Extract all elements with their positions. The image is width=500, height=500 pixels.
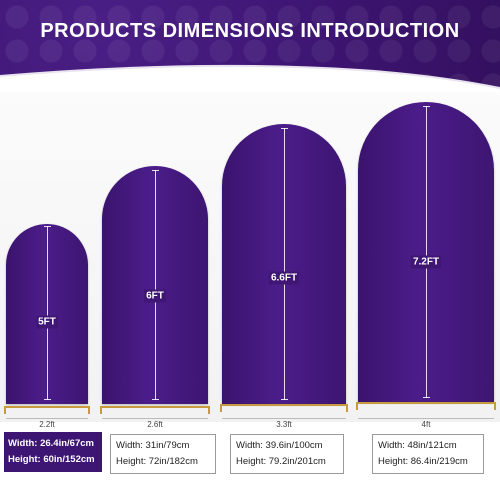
spec-width-1: Width: 26.4in/67cm (8, 438, 94, 449)
spec-width-4: Width: 48in/121cm (378, 440, 457, 451)
height-label-1: 5FT (36, 315, 58, 329)
spec-height-2: Height: 72in/182cm (116, 456, 198, 467)
width-dimension-line-2 (102, 418, 208, 419)
width-dimension-line-4 (358, 418, 494, 419)
spec-box-2: Width: 31in/79cm Height: 72in/182cm (110, 434, 216, 474)
spec-height-3: Height: 79.2in/201cm (236, 456, 326, 467)
stand-frame-4 (356, 402, 496, 410)
spec-width-3: Width: 39.6in/100cm (236, 440, 323, 451)
width-dimension-line-1 (6, 418, 88, 419)
stand-frame-3 (220, 404, 348, 412)
height-dimension-line-2 (152, 170, 159, 400)
spec-box-3: Width: 39.6in/100cm Height: 79.2in/201cm (230, 434, 344, 474)
width-label-1: 2.2ft (39, 420, 55, 429)
height-dimension-line-1 (44, 226, 51, 400)
height-label-4: 7.2FT (410, 255, 442, 269)
spec-height-4: Height: 86.4in/219cm (378, 456, 468, 467)
spec-box-1: Width: 26.4in/67cm Height: 60in/152cm (4, 432, 102, 472)
height-label-3: 6.6FT (268, 271, 300, 285)
height-label-2: 6FT (144, 289, 166, 303)
spec-width-2: Width: 31in/79cm (116, 440, 190, 451)
spec-height-1: Height: 60in/152cm (8, 454, 95, 465)
stand-frame-2 (100, 406, 210, 414)
width-label-4: 4ft (421, 420, 431, 429)
width-label-3: 3.3ft (276, 420, 292, 429)
height-dimension-line-3 (281, 128, 288, 400)
height-dimension-line-4 (423, 106, 430, 398)
width-label-2: 2.6ft (147, 420, 163, 429)
width-dimension-line-3 (222, 418, 346, 419)
spec-box-4: Width: 48in/121cm Height: 86.4in/219cm (372, 434, 484, 474)
stand-frame-1 (4, 406, 90, 414)
page-title: PRODUCTS DIMENSIONS INTRODUCTION (40, 20, 460, 42)
